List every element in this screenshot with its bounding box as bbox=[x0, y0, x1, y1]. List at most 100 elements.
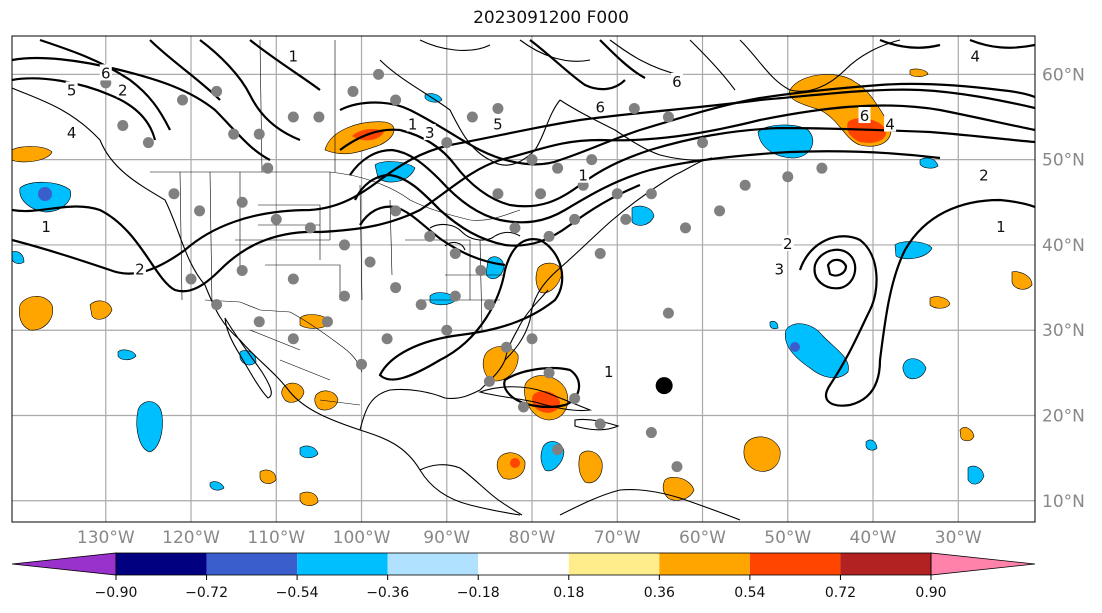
station-point bbox=[543, 230, 555, 242]
colorbar-tick-label: −0.18 bbox=[457, 585, 500, 601]
colorbar-swatch bbox=[478, 553, 569, 575]
contour-label-bg bbox=[670, 72, 683, 89]
contour-label: 1 bbox=[578, 167, 588, 185]
longitude-label: 80°W bbox=[509, 528, 556, 548]
negative-anomaly-patch bbox=[299, 445, 319, 459]
contour-label-bg bbox=[994, 217, 1007, 234]
contour-label-bg bbox=[773, 260, 786, 277]
contour-label: 3 bbox=[774, 261, 784, 279]
station-point bbox=[287, 273, 299, 285]
longitude-label: 30°W bbox=[935, 528, 982, 548]
us-mexico-border bbox=[204, 299, 363, 373]
contour-label: 1 bbox=[604, 363, 614, 381]
colorbar-swatch bbox=[11, 552, 117, 576]
positive-anomaly-patch bbox=[12, 146, 53, 163]
station-point bbox=[390, 94, 402, 106]
contour-line bbox=[529, 38, 1035, 91]
station-point bbox=[390, 205, 402, 217]
contour-label-bg bbox=[977, 166, 990, 183]
colorbar-swatch bbox=[387, 553, 479, 575]
negative-anomaly-patch bbox=[865, 439, 878, 451]
longitude-label: 50°W bbox=[764, 528, 811, 548]
station-point bbox=[253, 128, 265, 140]
colorbar-outline bbox=[115, 552, 932, 576]
colorbar-swatch bbox=[930, 552, 1036, 576]
negative-anomaly-patch bbox=[769, 320, 779, 330]
station-point bbox=[645, 427, 657, 439]
baja-peninsula bbox=[224, 317, 272, 399]
station-point bbox=[449, 247, 461, 259]
station-point bbox=[441, 137, 453, 149]
colorbar-tick-label: −0.54 bbox=[276, 585, 319, 601]
latitude-label: 40°N bbox=[1042, 236, 1085, 256]
station-point bbox=[611, 188, 623, 200]
positive-anomaly-patch bbox=[662, 477, 695, 501]
station-point bbox=[662, 111, 674, 123]
north-america-coastline bbox=[12, 87, 521, 516]
latitude-label: 20°N bbox=[1042, 406, 1085, 426]
station-point bbox=[373, 68, 385, 80]
contour-line bbox=[826, 258, 848, 277]
station-point bbox=[526, 333, 538, 345]
longitude-label: 70°W bbox=[594, 528, 641, 548]
positive-anomaly-patch bbox=[909, 68, 929, 77]
station-point bbox=[586, 154, 598, 166]
greenland-coast bbox=[739, 39, 901, 92]
station-point bbox=[594, 418, 606, 430]
colorbar-swatch bbox=[840, 553, 931, 575]
contour-label: 1 bbox=[996, 218, 1006, 236]
latitude-label: 50°N bbox=[1042, 151, 1085, 171]
contour-label: 6 bbox=[860, 107, 870, 125]
map-frame bbox=[11, 35, 1036, 523]
station-point bbox=[782, 171, 794, 183]
station-point bbox=[321, 316, 333, 328]
negative-anomaly-patch bbox=[967, 465, 985, 485]
contour-label-bg bbox=[884, 115, 897, 132]
contour-line bbox=[378, 238, 564, 381]
contour-label: 1 bbox=[289, 47, 299, 65]
station-point bbox=[338, 239, 350, 251]
colorbar-tick-label: −0.90 bbox=[95, 585, 138, 601]
station-point bbox=[287, 111, 299, 123]
contour-label: 4 bbox=[971, 47, 981, 65]
contour-label-bg bbox=[577, 166, 590, 183]
station-point bbox=[364, 256, 376, 268]
station-point bbox=[620, 213, 632, 225]
negative-anomaly-patch bbox=[136, 401, 163, 453]
station-point bbox=[211, 299, 223, 311]
colorbar-tick-label: 0.18 bbox=[553, 585, 584, 601]
contour-label: 2 bbox=[135, 261, 145, 279]
station-point bbox=[253, 316, 265, 328]
positive-anomaly-patch bbox=[959, 427, 975, 442]
negative-anomaly-patch bbox=[784, 323, 849, 379]
negative-anomaly-patch bbox=[902, 358, 927, 380]
contour-label-bg bbox=[116, 81, 129, 98]
station-point bbox=[424, 230, 436, 242]
station-point bbox=[500, 341, 512, 353]
station-point bbox=[449, 290, 461, 302]
positive-anomaly-patch bbox=[19, 296, 54, 331]
map-frame-bg bbox=[12, 36, 1035, 522]
colorbar: −0.90 −0.72 −0.54 −0.36 −0.18 0.18 0.36 0.54 0.7… bbox=[11, 552, 1036, 601]
latitude-label: 10°N bbox=[1042, 492, 1085, 512]
station-point bbox=[466, 111, 478, 123]
latitude-labels: 60°N 50°N 40°N 30°N 20°N 10°N bbox=[1042, 65, 1085, 511]
negative-anomaly-patch bbox=[209, 481, 225, 491]
latitude-label: 30°N bbox=[1042, 321, 1085, 341]
station-point bbox=[679, 222, 691, 234]
contour-label: 3 bbox=[425, 124, 435, 142]
station-point bbox=[185, 273, 197, 285]
station-point bbox=[492, 102, 504, 114]
station-point bbox=[338, 290, 350, 302]
station-point bbox=[262, 162, 274, 174]
longitude-labels: 130°W 120°W 110°W 100°W 90°W 80°W 70°W 60°W 50°W… bbox=[77, 528, 982, 548]
contour-label-bg bbox=[423, 124, 436, 141]
positive-anomaly-patch bbox=[578, 450, 603, 484]
positive-anomaly-patch bbox=[314, 390, 339, 411]
contour-line bbox=[12, 104, 1035, 293]
station-point bbox=[662, 307, 674, 319]
station-point bbox=[594, 247, 606, 259]
arctic-islands bbox=[419, 39, 736, 91]
station-point bbox=[552, 162, 564, 174]
station-point bbox=[415, 299, 427, 311]
